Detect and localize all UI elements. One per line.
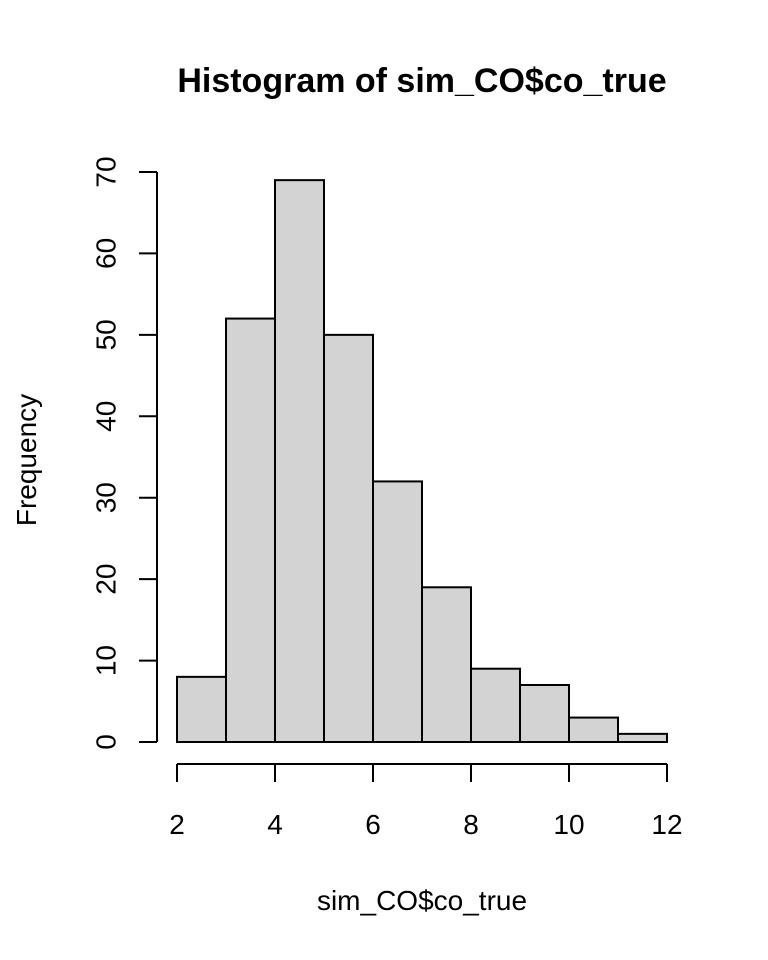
y-tick-label-7: 70 xyxy=(90,156,121,187)
x-tick-label-0: 2 xyxy=(169,809,185,840)
y-tick-label-6: 60 xyxy=(90,238,121,269)
x-tick-label-1: 4 xyxy=(267,809,283,840)
y-tick-label-1: 10 xyxy=(90,645,121,676)
histogram-bar-9 xyxy=(617,732,668,743)
y-tick-label-0: 0 xyxy=(90,734,121,750)
histogram-bar-7 xyxy=(519,684,570,743)
histogram-bar-0 xyxy=(176,675,227,743)
histogram-bar-3 xyxy=(323,333,374,743)
x-tick-label-5: 12 xyxy=(651,809,682,840)
bars-group xyxy=(176,179,668,744)
histogram-bar-5 xyxy=(421,586,472,743)
x-tick-label-3: 8 xyxy=(463,809,479,840)
x-axis-label: sim_CO$co_true xyxy=(317,885,527,916)
y-tick-label-2: 20 xyxy=(90,564,121,595)
histogram-bar-8 xyxy=(568,716,619,743)
y-tick-label-3: 30 xyxy=(90,482,121,513)
histogram-bar-4 xyxy=(372,480,423,743)
y-tick-label-4: 40 xyxy=(90,401,121,432)
histogram-bar-6 xyxy=(470,667,521,744)
y-axis: 0 10 20 30 40 50 60 70 xyxy=(90,156,158,750)
x-tick-label-4: 10 xyxy=(553,809,584,840)
histogram-bar-1 xyxy=(225,317,276,743)
x-axis: 2 4 6 8 10 12 xyxy=(169,763,683,840)
histogram-bar-2 xyxy=(274,179,325,743)
y-axis-label: Frequency xyxy=(11,394,42,526)
x-tick-label-2: 6 xyxy=(365,809,381,840)
chart-title: Histogram of sim_CO$co_true xyxy=(177,62,666,100)
y-tick-label-5: 50 xyxy=(90,319,121,350)
